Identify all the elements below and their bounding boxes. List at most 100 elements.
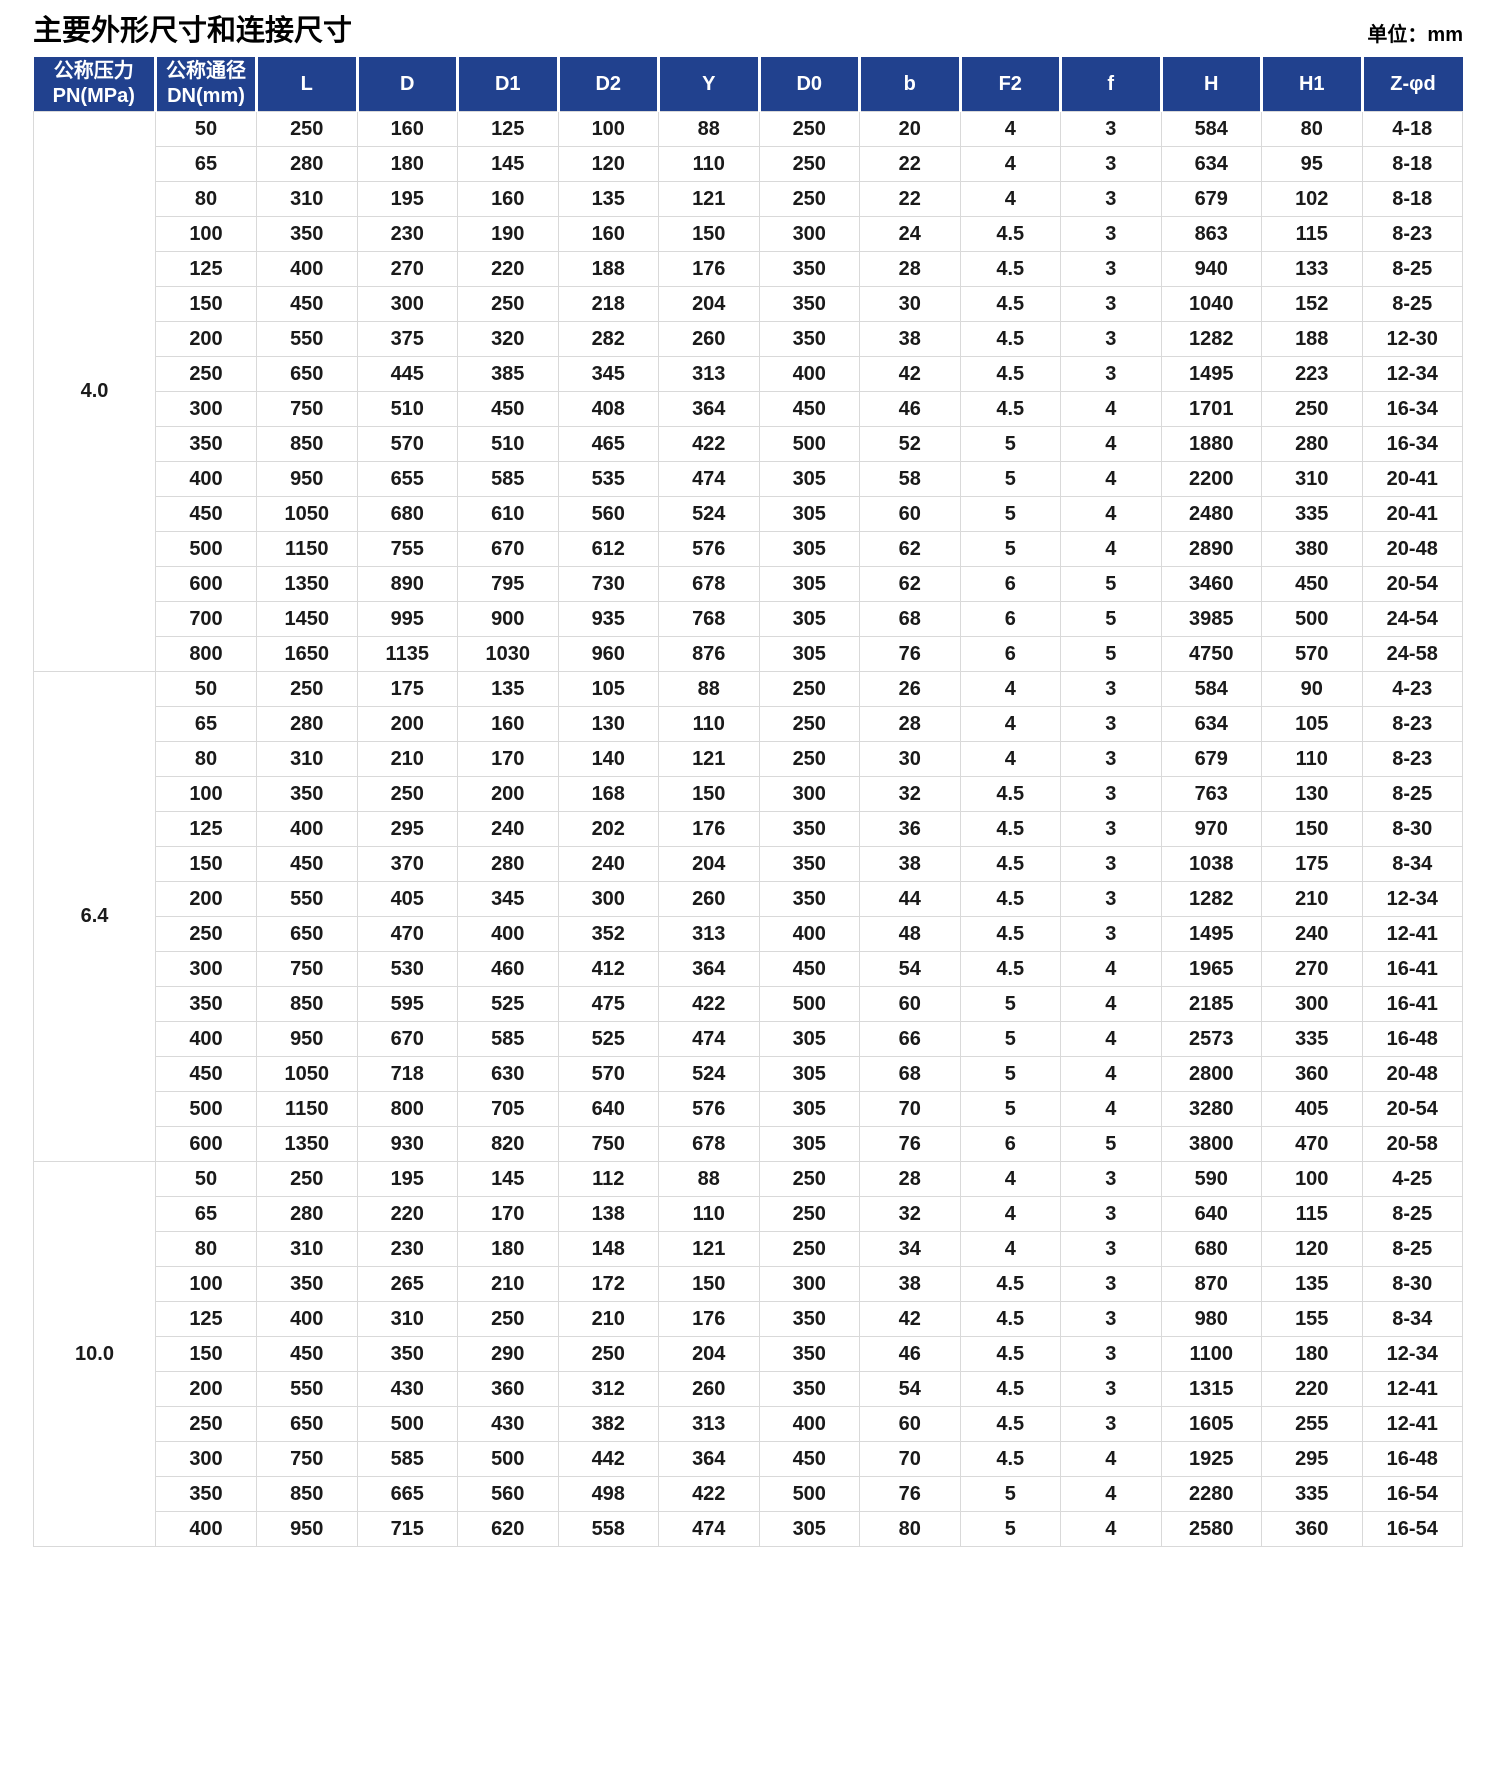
table-cell: 270: [1261, 950, 1363, 987]
table-cell: 500: [1261, 600, 1363, 637]
table-cell: 160: [457, 705, 559, 742]
table-cell: 46: [859, 390, 961, 427]
table-cell: 48: [859, 915, 961, 952]
table-cell: 24-58: [1361, 635, 1463, 672]
table-cell: 4.5: [959, 845, 1061, 882]
table-cell: 755: [356, 530, 458, 567]
table-cell: 52: [859, 425, 961, 462]
table-cell: 364: [658, 950, 760, 987]
table-cell: 305: [758, 635, 860, 672]
table-cell: 305: [758, 1125, 860, 1162]
table-cell: 450: [256, 1335, 358, 1372]
table-cell: 360: [1261, 1510, 1363, 1547]
table-cell: 400: [256, 810, 358, 847]
table-cell: 60: [859, 495, 961, 532]
table-cell: 408: [557, 390, 659, 427]
table-row: 350 850 665 560 498 422 500 76 5 4 2280 335 16-54: [34, 1475, 1463, 1512]
table-cell: 28: [859, 1160, 961, 1197]
table-cell: 38: [859, 845, 961, 882]
table-cell: 900: [457, 600, 559, 637]
column-header: 公称压力 PN(MPa): [33, 57, 157, 111]
table-cell: 80: [1261, 110, 1363, 147]
table-cell: 470: [356, 915, 458, 952]
table-cell: 3: [1060, 670, 1162, 707]
table-cell: 115: [1261, 1195, 1363, 1232]
table-cell: 524: [658, 1055, 760, 1092]
table-cell: 280: [256, 145, 358, 182]
table-cell: 350: [758, 845, 860, 882]
table-cell: 1040: [1160, 285, 1262, 322]
table-cell: 250: [256, 670, 358, 707]
table-cell: 305: [758, 1510, 860, 1547]
table-cell: 1701: [1160, 390, 1262, 427]
table-cell: 148: [557, 1230, 659, 1267]
table-cell: 320: [457, 320, 559, 357]
table-cell: 500: [758, 985, 860, 1022]
table-cell: 1965: [1160, 950, 1262, 987]
table-cell: 950: [256, 1510, 358, 1547]
table-cell: 218: [557, 285, 659, 322]
table-cell: 300: [155, 390, 257, 427]
table-cell: 350: [758, 1370, 860, 1407]
table-cell: 110: [658, 1195, 760, 1232]
table-cell: 3: [1060, 250, 1162, 287]
table-cell: 250: [758, 180, 860, 217]
table-cell: 1350: [256, 565, 358, 602]
table-cell: 62: [859, 565, 961, 602]
table-row: 150 450 350 290 250 204 350 46 4.5 3 1100 180 12-34: [34, 1335, 1463, 1372]
table-cell: 350: [356, 1335, 458, 1372]
table-cell: 260: [658, 1370, 760, 1407]
table-cell: 8-23: [1361, 705, 1463, 742]
pressure-group-cell: 6.4: [33, 670, 156, 1162]
table-cell: 3: [1060, 775, 1162, 812]
table-cell: 305: [758, 565, 860, 602]
table-cell: 560: [557, 495, 659, 532]
table-cell: 715: [356, 1510, 458, 1547]
table-cell: 335: [1261, 1020, 1363, 1057]
column-header: D2: [558, 57, 660, 111]
table-cell: 8-34: [1361, 845, 1463, 882]
table-cell: 595: [356, 985, 458, 1022]
table-cell: 1450: [256, 600, 358, 637]
table-cell: 2185: [1160, 985, 1262, 1022]
table-cell: 370: [356, 845, 458, 882]
table-cell: 105: [1261, 705, 1363, 742]
table-cell: 4.5: [959, 1335, 1061, 1372]
table-cell: 155: [1261, 1300, 1363, 1337]
table-cell: 12-41: [1361, 1370, 1463, 1407]
table-row: 10.0 50 250 195 145 112 88 250 28 4 3 590 100 4-25: [33, 1160, 1463, 1547]
table-cell: 32: [859, 1195, 961, 1232]
table-cell: 863: [1160, 215, 1262, 252]
table-cell: 1100: [1160, 1335, 1262, 1372]
table-cell: 240: [457, 810, 559, 847]
table-row: 300 750 585 500 442 364 450 70 4.5 4 1925 295 16-48: [34, 1440, 1463, 1477]
table-cell: 180: [1261, 1335, 1363, 1372]
table-cell: 750: [557, 1125, 659, 1162]
table-cell: 1880: [1160, 425, 1262, 462]
table-cell: 2200: [1160, 460, 1262, 497]
table-row: 500 1150 755 670 612 576 305 62 5 4 2890 380 20-48: [34, 530, 1463, 567]
table-row: 250 650 445 385 345 313 400 42 4.5 3 1495 223 12-34: [34, 355, 1463, 392]
table-cell: 4: [1060, 985, 1162, 1022]
table-cell: 550: [256, 880, 358, 917]
table-cell: 138: [557, 1195, 659, 1232]
table-row: 250 650 470 400 352 313 400 48 4.5 3 1495 240 12-41: [34, 915, 1463, 952]
table-cell: 850: [256, 985, 358, 1022]
table-row: 150 450 300 250 218 204 350 30 4.5 3 1040 152 8-25: [34, 285, 1463, 322]
table-cell: 1605: [1160, 1405, 1262, 1442]
table-cell: 195: [356, 180, 458, 217]
table-cell: 4.5: [959, 250, 1061, 287]
table-cell: 8-25: [1361, 1195, 1463, 1232]
table-cell: 400: [256, 1300, 358, 1337]
table-cell: 1050: [256, 1055, 358, 1092]
table-cell: 535: [557, 460, 659, 497]
table-cell: 2890: [1160, 530, 1262, 567]
table-cell: 24: [859, 215, 961, 252]
table-cell: 290: [457, 1335, 559, 1372]
table-row: 500 1150 800 705 640 576 305 70 5 4 3280 405 20-54: [34, 1090, 1463, 1127]
table-cell: 20-48: [1361, 1055, 1463, 1092]
table-cell: 100: [1261, 1160, 1363, 1197]
table-cell: 5: [959, 1090, 1061, 1127]
table-cell: 30: [859, 740, 961, 777]
table-cell: 28: [859, 705, 961, 742]
